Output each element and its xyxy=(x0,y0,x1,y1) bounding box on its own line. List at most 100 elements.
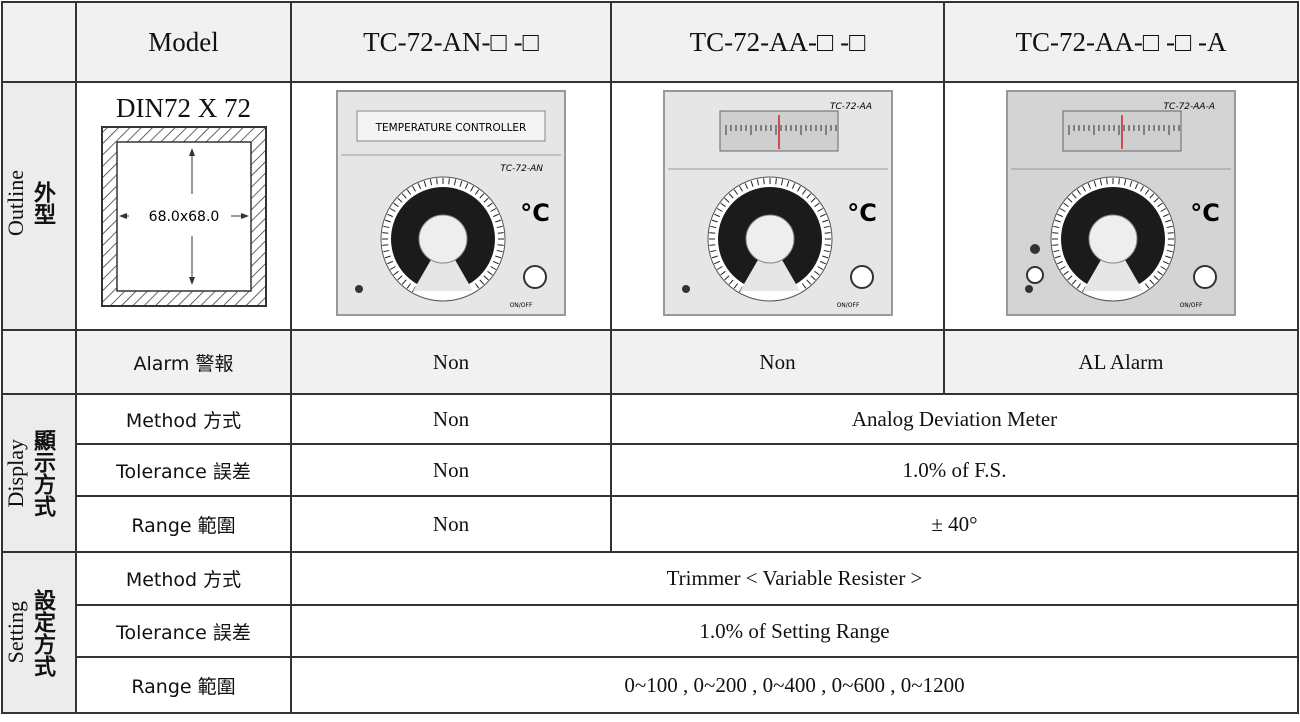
dial-tick xyxy=(709,225,716,229)
controller-photo: TC-72-AA °C ON/OFF xyxy=(662,90,893,316)
dial-tick xyxy=(1167,244,1174,246)
dial-tick xyxy=(1123,179,1127,186)
row: Display 顯示方式 Method 方式 Non Analog Deviati… xyxy=(1,393,1299,553)
dial-tick xyxy=(774,178,777,185)
row: Tolerance 誤差 Non 1.0% of F.S. xyxy=(2,443,1299,497)
dial-tick xyxy=(816,266,823,270)
trimmer xyxy=(523,265,547,289)
dial-tick xyxy=(824,244,831,246)
dial-tick xyxy=(1052,244,1059,246)
dial-tick xyxy=(1067,197,1073,203)
dial-tick xyxy=(406,189,412,195)
group-latin: Outline xyxy=(3,170,28,236)
alarm-row: Alarm 警報 Non Non AL Alarm xyxy=(1,329,1299,395)
dial-tick xyxy=(728,193,734,199)
dial-tick xyxy=(1082,185,1086,192)
dial-tick xyxy=(1134,183,1139,189)
dial-tick xyxy=(464,183,469,189)
dial-tick xyxy=(1063,270,1069,276)
dial-tick xyxy=(1144,283,1150,289)
dial-tick xyxy=(716,208,723,212)
cell: Non xyxy=(290,443,612,497)
dial-tick xyxy=(708,244,715,246)
row-label: Tolerance 誤差 xyxy=(75,604,292,658)
cell: 0~100 , 0~200 , 0~400 , 0~600 , 0~1200 xyxy=(290,656,1299,714)
caption: TEMPERATURE CONTROLLER xyxy=(375,122,527,134)
trimmer xyxy=(849,265,874,289)
dial-tick xyxy=(1144,189,1150,195)
row: Range 範圍 0~100 , 0~200 , 0~400 , 0~600 ,… xyxy=(2,656,1299,714)
dial-tick xyxy=(387,213,393,218)
group-cell: Outline 外型 xyxy=(1,81,77,331)
row-label: Method 方式 xyxy=(75,393,292,445)
dial-tick xyxy=(1082,286,1086,293)
dial-tick xyxy=(1057,213,1063,218)
dial-tick xyxy=(801,189,806,195)
photo-cell: TEMPERATURE CONTROLLER TC-72-AN °C ON/OFF xyxy=(290,81,612,331)
dial-tick xyxy=(786,180,789,187)
corner xyxy=(1,1,77,83)
header-cell: TC-72-AA-□ -□ -A xyxy=(943,1,1299,83)
dial-tick xyxy=(479,193,485,199)
row: Range 範圍 Non ± 40° xyxy=(2,495,1299,553)
dial-tick xyxy=(483,197,489,203)
dial-tick xyxy=(708,232,715,234)
dial-tick xyxy=(1129,180,1133,187)
dial-tick xyxy=(497,244,504,246)
outline-label: DIN72 X 72 xyxy=(116,93,251,123)
dial-tick xyxy=(1087,183,1092,189)
dial-tick xyxy=(474,283,480,289)
dial-tick xyxy=(1067,275,1073,281)
unit: °C xyxy=(520,199,550,227)
controller-photo: TC-72-AA-A °C ON/OFF xyxy=(1006,90,1236,316)
dimension: 68.0x68.0 xyxy=(148,209,219,225)
dial-tick xyxy=(813,202,820,208)
header-cell: TC-72-AN-□ -□ xyxy=(290,1,612,83)
header-row: Model TC-72-AN-□ -□ TC-72-AA-□ -□ TC-72-… xyxy=(1,1,1299,83)
led xyxy=(681,285,690,293)
cell: ± 40° xyxy=(610,495,1299,553)
dial-tick xyxy=(1163,213,1169,218)
unit: °C xyxy=(847,199,877,227)
dial-tick xyxy=(1053,249,1060,253)
dial-tick xyxy=(796,185,801,192)
dial-tick xyxy=(1140,185,1144,192)
dial-tick xyxy=(423,180,427,187)
dial-tick xyxy=(470,185,474,192)
row: Tolerance 誤差 1.0% of Setting Range xyxy=(2,604,1299,658)
row-label: Method 方式 xyxy=(75,551,292,606)
dial-tick xyxy=(1167,232,1174,234)
switch: ON/OFF xyxy=(510,302,533,309)
dial-tick xyxy=(1054,219,1061,223)
dial-tick xyxy=(1076,189,1082,195)
cell: Trimmer < Variable Resister > xyxy=(290,551,1299,606)
header-cell: TC-72-AA-□ -□ xyxy=(610,1,945,83)
dial-tick xyxy=(1149,279,1155,285)
dial-tick xyxy=(382,244,389,246)
dial-tick xyxy=(393,270,399,276)
alarm-led xyxy=(1030,244,1040,254)
dial-tick xyxy=(823,225,830,229)
dial-tick xyxy=(1165,255,1172,259)
dial-tick xyxy=(474,189,480,195)
dial-tick xyxy=(487,202,493,208)
dial-tick xyxy=(738,185,743,192)
row-label: Tolerance 誤差 xyxy=(75,443,292,497)
dial-tick xyxy=(1157,202,1163,208)
dial-tick xyxy=(821,255,828,259)
knob xyxy=(418,214,468,264)
dial-tick xyxy=(821,219,828,223)
dial-tick xyxy=(495,255,502,259)
dial-tick xyxy=(1165,219,1172,223)
dial-tick xyxy=(728,279,734,285)
model: TC-72-AA xyxy=(829,102,871,112)
dial-tick xyxy=(401,279,407,285)
dial-tick xyxy=(497,232,504,234)
controller-photo: TEMPERATURE CONTROLLER TC-72-AN °C ON/OFF xyxy=(336,90,566,316)
dial-tick xyxy=(805,279,811,285)
cell: Non xyxy=(290,393,612,445)
model: TC-72-AA-A xyxy=(1164,102,1215,112)
dial-tick xyxy=(490,266,497,270)
cell: 1.0% of F.S. xyxy=(610,443,1299,497)
